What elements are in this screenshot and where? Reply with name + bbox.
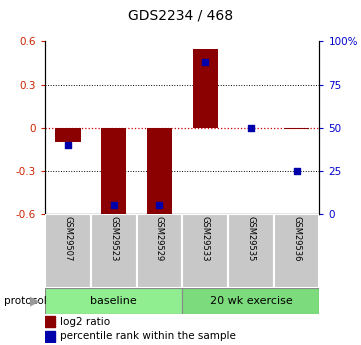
Bar (182, 214, 228, 288)
Bar (101, 128, 126, 217)
Text: ▶: ▶ (30, 295, 39, 307)
Bar (193, 49, 218, 128)
Bar (45, 288, 182, 314)
Bar (147, 128, 172, 217)
Point (248, 125, 254, 130)
Text: GSM29535: GSM29535 (247, 216, 255, 262)
Text: baseline: baseline (90, 296, 137, 306)
Text: GSM29529: GSM29529 (155, 216, 164, 262)
Bar (136, 214, 182, 288)
Point (294, 168, 300, 174)
Text: percentile rank within the sample: percentile rank within the sample (60, 331, 236, 341)
Text: GSM29523: GSM29523 (109, 216, 118, 262)
Text: GSM29536: GSM29536 (292, 216, 301, 262)
Text: GSM29507: GSM29507 (64, 216, 73, 262)
Text: protocol: protocol (4, 296, 46, 306)
Bar (91, 214, 136, 288)
Point (111, 203, 117, 208)
Text: 20 wk exercise: 20 wk exercise (209, 296, 292, 306)
Text: log2 ratio: log2 ratio (60, 317, 110, 327)
Bar (284, 128, 309, 129)
Text: GSM29533: GSM29533 (201, 216, 210, 262)
Bar (274, 214, 319, 288)
Bar (45, 316, 55, 327)
Bar (182, 288, 319, 314)
Bar (45, 214, 91, 288)
Point (65, 142, 71, 148)
Point (157, 203, 162, 208)
Text: GDS2234 / 468: GDS2234 / 468 (128, 9, 233, 23)
Bar (45, 331, 55, 342)
Bar (56, 128, 81, 142)
Point (202, 59, 208, 65)
Bar (228, 214, 274, 288)
